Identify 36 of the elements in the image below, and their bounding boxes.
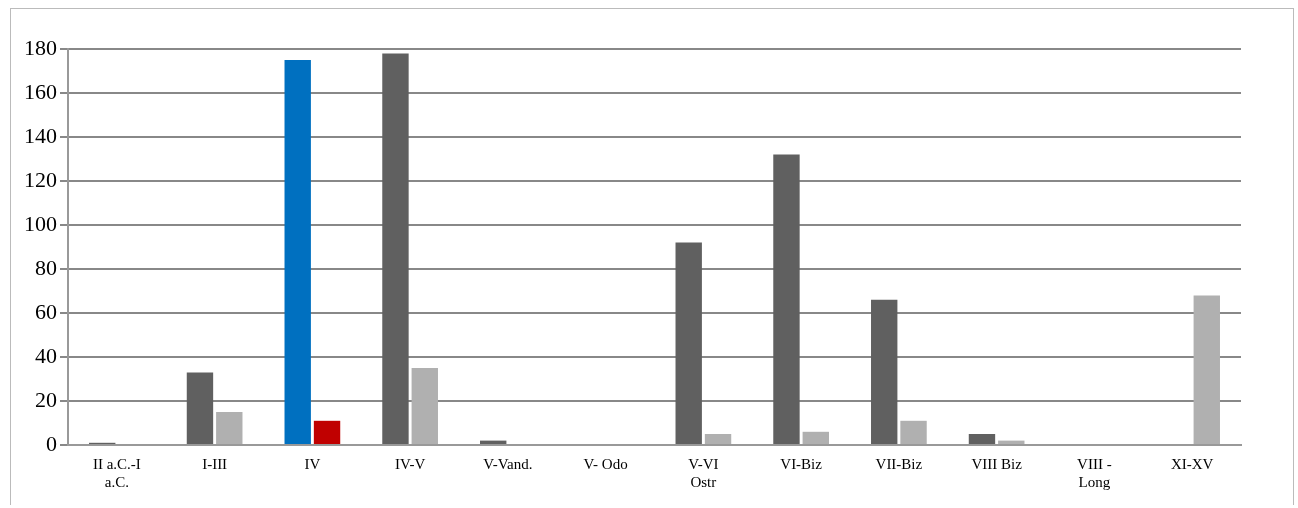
y-tick-label: 20 — [35, 386, 57, 412]
bar — [900, 420, 927, 444]
x-tick-label: VII-Biz — [875, 455, 923, 472]
x-tick-label: IV-V — [394, 455, 426, 472]
x-tick-label: VIII Biz — [971, 455, 1023, 472]
y-tick-label: 140 — [24, 122, 57, 148]
bar — [411, 368, 438, 444]
bar — [871, 299, 898, 444]
x-tick-label: V-VI Ostr — [688, 455, 719, 490]
x-tick-label: VI-Biz — [780, 455, 823, 472]
bar — [186, 372, 214, 444]
x-tick-label: IV — [304, 455, 321, 472]
bar — [216, 412, 243, 444]
x-tick-label: VIII - Long — [1077, 455, 1112, 490]
bar — [802, 431, 829, 444]
bar — [675, 242, 702, 444]
bar — [313, 420, 341, 444]
y-tick-label: 100 — [24, 210, 57, 236]
bar — [284, 60, 311, 444]
y-tick-label: 160 — [24, 78, 57, 104]
x-tick-label: I-III — [202, 455, 228, 472]
x-tick-label: XI-XV — [1170, 455, 1214, 472]
x-tick-label: II a.C.-I a.C. — [92, 455, 141, 490]
bar — [773, 154, 800, 444]
bar — [1193, 295, 1220, 444]
y-tick-label: 60 — [35, 298, 57, 324]
y-tick-label: 40 — [35, 342, 57, 368]
y-tick-label: 0 — [46, 430, 57, 456]
y-tick-label: 120 — [24, 166, 57, 192]
y-tick-label: 180 — [24, 34, 57, 60]
bar — [704, 434, 732, 444]
bar — [382, 53, 409, 444]
y-tick-label: 80 — [35, 254, 57, 280]
bar — [968, 434, 996, 444]
x-tick-label: V- Odo — [583, 455, 628, 472]
x-tick-label: V-Vand. — [483, 455, 533, 472]
